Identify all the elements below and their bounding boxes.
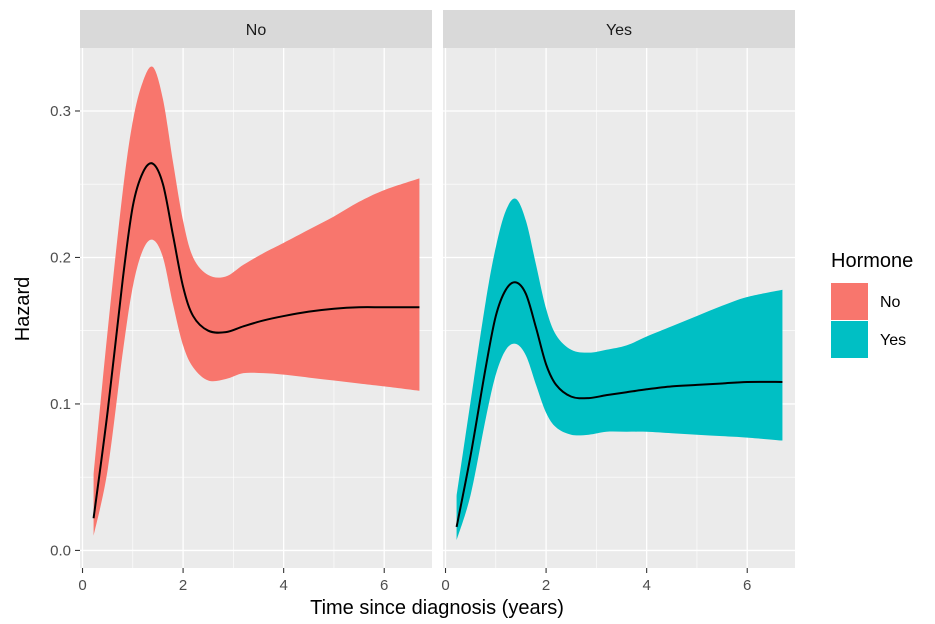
x-tick-label: 0 [441, 577, 449, 594]
legend-label-yes: Yes [880, 332, 906, 349]
x-tick-label: 4 [279, 577, 287, 594]
y-tick-label: 0.0 [50, 542, 71, 559]
x-tick-label: 2 [542, 577, 550, 594]
legend-key-yes [831, 321, 868, 358]
strip-background-no [80, 10, 432, 48]
strip-label-no: No [246, 22, 267, 39]
plot-layer: 0 2 4 6 0.0 0.1 0.2 0.3 0 2 4 6 [50, 48, 795, 594]
x-tick-label: 0 [78, 577, 86, 594]
hazard-line-no [92, 162, 420, 519]
strip-background-yes [443, 10, 795, 48]
y-tick-label: 0.3 [50, 103, 71, 120]
panel-yes: 0 2 4 6 [441, 48, 795, 594]
confidence-band-no [93, 66, 420, 536]
x-axis-title: Time since diagnosis (years) [310, 597, 564, 619]
x-tick-label: 2 [179, 577, 187, 594]
confidence-band-yes [456, 198, 783, 541]
legend-title: Hormone [831, 250, 913, 272]
legend-key-no [831, 283, 868, 320]
y-axis-title: Hazard [12, 277, 34, 341]
panel-no: 0 2 4 6 0.0 0.1 0.2 0.3 [50, 48, 432, 594]
x-tick-label: 4 [642, 577, 650, 594]
x-tick-label: 6 [380, 577, 388, 594]
x-tick-label: 6 [743, 577, 751, 594]
y-tick-label: 0.2 [50, 249, 71, 266]
strip-label-yes: Yes [606, 22, 632, 39]
legend-label-no: No [880, 294, 901, 311]
hazard-line-yes [455, 281, 783, 528]
y-tick-label: 0.1 [50, 396, 71, 413]
